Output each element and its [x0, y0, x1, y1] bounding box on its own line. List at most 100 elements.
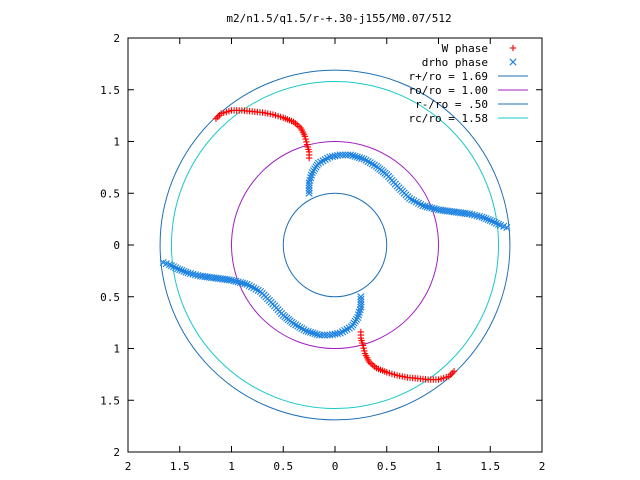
drho-phase-point	[351, 152, 359, 160]
drho-phase-point	[304, 328, 312, 336]
drho-phase-point	[503, 223, 511, 231]
y-tick-label: 0	[113, 239, 120, 252]
chart-title: m2/n1.5/q1.5/r-+.30-j155/M0.07/512	[226, 12, 451, 25]
drho-phase-point	[366, 159, 374, 167]
w-phase-point	[361, 350, 369, 357]
drho-phase-point	[232, 277, 240, 285]
drho-phase-point	[490, 218, 498, 226]
drho-phase-point	[300, 326, 308, 334]
drho-phase-point	[480, 214, 488, 222]
drho-phase-point	[346, 151, 355, 159]
drho-phase-point	[305, 189, 313, 197]
drho-phase-point	[311, 330, 319, 338]
drho-phase-point	[298, 324, 306, 333]
circle-r	[282, 192, 388, 298]
drho-phase-point	[357, 295, 365, 303]
drho-phase-point	[368, 160, 376, 168]
drho-phase-point	[176, 266, 184, 274]
drho-phase-point	[184, 269, 192, 277]
drho-phase-point	[358, 154, 366, 162]
drho-phase-point	[292, 321, 300, 329]
y-tick-label: 1	[113, 343, 120, 356]
drho-phase-point	[167, 262, 176, 270]
x-tick-label: 2	[125, 460, 132, 473]
drho-phase-point	[159, 259, 167, 267]
drho-phase-point	[492, 219, 501, 227]
drho-phase-point	[172, 264, 180, 272]
circle-r	[159, 69, 511, 421]
drho-phase-point	[315, 331, 324, 339]
drho-phase-point	[355, 154, 364, 162]
y-tick-label: 1.5	[100, 394, 120, 407]
drho-phase-point	[186, 269, 195, 278]
drho-phase-point	[306, 176, 314, 184]
data-points	[159, 107, 511, 383]
legend-marker	[509, 44, 517, 52]
w-phase-point	[303, 138, 310, 146]
drho-phase-point	[241, 280, 249, 288]
drho-phase-point	[250, 284, 258, 292]
drho-phase-point	[256, 287, 265, 296]
legend-label: drho phase	[422, 56, 488, 69]
drho-phase-point	[482, 215, 490, 223]
drho-phase-point	[405, 194, 414, 203]
drho-phase-point	[488, 217, 496, 225]
drho-phase-point	[484, 215, 492, 224]
drho-phase-point	[486, 216, 494, 224]
w-phase-point	[302, 135, 309, 143]
drho-phase-point	[341, 151, 349, 159]
drho-phase-point	[478, 213, 486, 221]
drho-phase-point	[236, 278, 244, 287]
drho-phase-point	[357, 298, 365, 306]
legend-label: W phase	[442, 42, 488, 55]
drho-phase-point	[414, 199, 423, 207]
drho-phase-point	[234, 278, 242, 286]
x-tick-label: 0.5	[273, 460, 293, 473]
drho-phase-point	[355, 308, 363, 316]
drho-phase-point	[306, 328, 315, 336]
drho-phase-point	[419, 202, 427, 210]
drho-phase-point	[339, 151, 347, 159]
drho-phase-point	[245, 281, 253, 290]
drho-phase-point	[428, 204, 436, 212]
drho-phase-point	[247, 283, 256, 291]
drho-phase-point	[307, 174, 315, 182]
drho-phase-point	[305, 184, 313, 192]
y-tick-label: 1.5	[100, 84, 120, 97]
x-tick-label: 0	[332, 460, 339, 473]
x-tick-label: 1.5	[170, 460, 190, 473]
drho-phase-point	[430, 205, 438, 213]
drho-phase-point	[370, 161, 378, 169]
drho-phase-point	[296, 323, 304, 331]
drho-phase-point	[417, 200, 425, 209]
legend-label: r-/ro = .50	[415, 98, 488, 111]
drho-phase-point	[362, 156, 370, 164]
drho-phase-point	[326, 331, 334, 339]
drho-phase-point	[174, 265, 182, 273]
drho-phase-point	[336, 151, 344, 159]
drho-phase-point	[421, 202, 429, 210]
circle-ro	[231, 141, 439, 349]
drho-phase-point	[475, 212, 484, 221]
legend-label: ro/ro = 1.00	[409, 84, 488, 97]
drho-phase-point	[364, 157, 372, 166]
x-tick-label: 1	[228, 460, 235, 473]
drho-phase-point	[410, 197, 418, 205]
drho-phase-point	[180, 267, 188, 275]
drho-phase-point	[494, 220, 503, 228]
drho-phase-point	[321, 331, 329, 339]
drho-phase-point	[323, 331, 331, 339]
y-tick-label: 2	[113, 32, 120, 45]
circle-rc	[170, 80, 500, 410]
drho-phase-point	[354, 311, 363, 319]
w-phase-point	[361, 347, 368, 355]
drho-phase-point	[353, 153, 361, 161]
w-phase-point	[301, 133, 309, 140]
drho-phase-point	[309, 329, 317, 337]
drho-phase-point	[239, 279, 247, 287]
drho-phase-point	[294, 322, 302, 330]
w-phase-point	[360, 344, 367, 352]
drho-phase-point	[357, 293, 365, 301]
axis-ticks: 2 1.5 1 0.5 0 0.5 1 1.5 221.510.500.511.52	[100, 32, 545, 473]
